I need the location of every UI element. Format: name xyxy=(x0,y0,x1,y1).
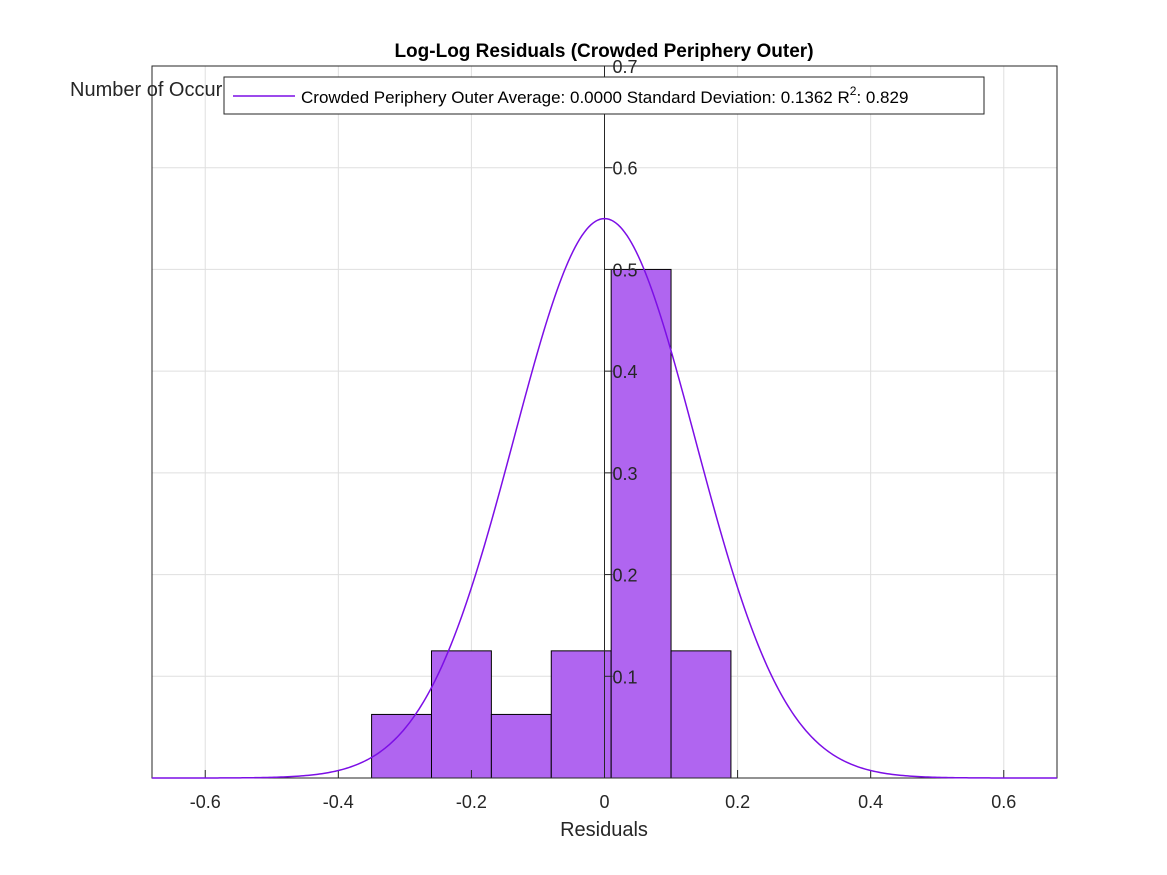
y-tick-label: 0.5 xyxy=(613,260,638,280)
chart-title: Log-Log Residuals (Crowded Periphery Out… xyxy=(394,41,813,62)
x-axis-label: Residuals xyxy=(560,819,648,841)
legend-label: Crowded Periphery Outer Average: 0.0000 … xyxy=(301,84,908,107)
x-tick-label: 0.6 xyxy=(991,792,1016,812)
axes xyxy=(151,65,1058,779)
normal-fit-curve xyxy=(152,217,1057,779)
x-tick-label: 0.2 xyxy=(725,792,750,812)
histogram-bar xyxy=(430,650,492,779)
y-tick-label: 0.1 xyxy=(613,667,638,687)
histogram-bar xyxy=(490,713,552,779)
normal-fit-line xyxy=(152,217,1057,779)
histogram-bar xyxy=(610,268,672,779)
y-tick-label: 0.6 xyxy=(613,159,638,179)
y-tick-label: 0.7 xyxy=(613,57,638,77)
histogram-bar xyxy=(371,713,432,779)
histogram-bars xyxy=(371,268,732,779)
x-tick-label: 0.4 xyxy=(858,792,883,812)
histogram-bar xyxy=(550,650,612,779)
x-tick-label: -0.2 xyxy=(456,792,487,812)
x-tick-label: 0 xyxy=(599,792,609,812)
histogram-bar xyxy=(670,650,732,779)
y-tick-label: 0.3 xyxy=(613,464,638,484)
y-tick-label: 0.2 xyxy=(613,566,638,586)
tick-labels: -0.6 -0.4 -0.2 0 0.2 0.4 0.6 0.1 0.2 0.3 0.4 0.5 0.6… xyxy=(190,57,1017,812)
y-tick-label: 0.4 xyxy=(613,362,638,382)
x-tick-label: -0.4 xyxy=(323,792,354,812)
legend-label-suffix: : 0.829 xyxy=(856,88,908,107)
legend-box xyxy=(223,76,985,115)
x-tick-label: -0.6 xyxy=(190,792,221,812)
legend-label-superscript: 2 xyxy=(850,84,857,98)
legend: Crowded Periphery Outer Average: 0.0000 … xyxy=(223,76,985,115)
legend-label-prefix: Crowded Periphery Outer Average: 0.0000 … xyxy=(301,88,850,107)
